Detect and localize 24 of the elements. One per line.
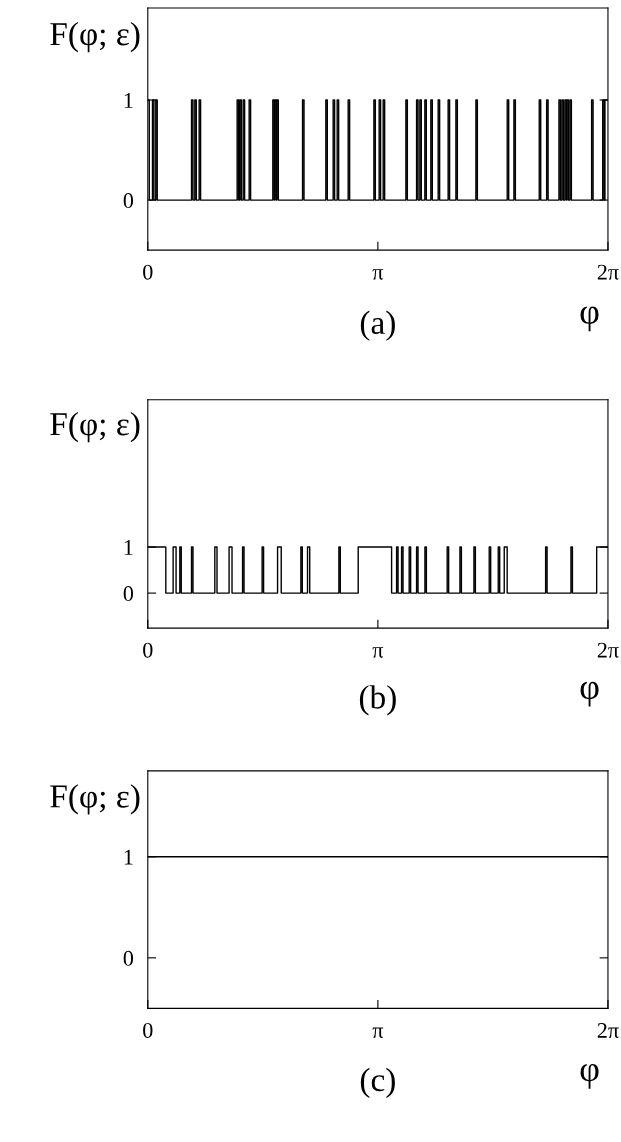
x-axis-title: φ (580, 306, 599, 332)
x-tick-label: π (372, 1027, 384, 1038)
y-tick-label: 0 (123, 193, 134, 209)
x-tick-label: 2π (597, 1022, 619, 1038)
text: (c) (360, 1067, 395, 1098)
x-axis-title: φ (580, 681, 599, 707)
y-axis-title: F(φ; ε) (50, 784, 140, 815)
x-tick-label: π (372, 269, 384, 280)
y-tick-label: 0 (123, 950, 134, 966)
x-axis-title: φ (580, 1063, 599, 1089)
x-tick-label: π (372, 647, 384, 658)
y-axis-title: F(φ; ε) (50, 21, 140, 53)
text: (b) (359, 685, 396, 716)
y-axis-title: F(φ; ε) (50, 411, 140, 443)
x-tick-label: 0 (143, 642, 153, 658)
x-tick-label: 2π (597, 642, 619, 658)
y-tick-label: 0 (123, 586, 134, 602)
text: (a) (360, 310, 395, 341)
x-tick-label: 2π (597, 264, 619, 280)
x-tick-label: 0 (143, 264, 153, 280)
x-tick-label: 0 (143, 1022, 153, 1038)
y-tick-label: 1 (124, 540, 133, 555)
y-tick-label: 1 (124, 849, 133, 865)
y-tick-label: 1 (124, 93, 133, 108)
